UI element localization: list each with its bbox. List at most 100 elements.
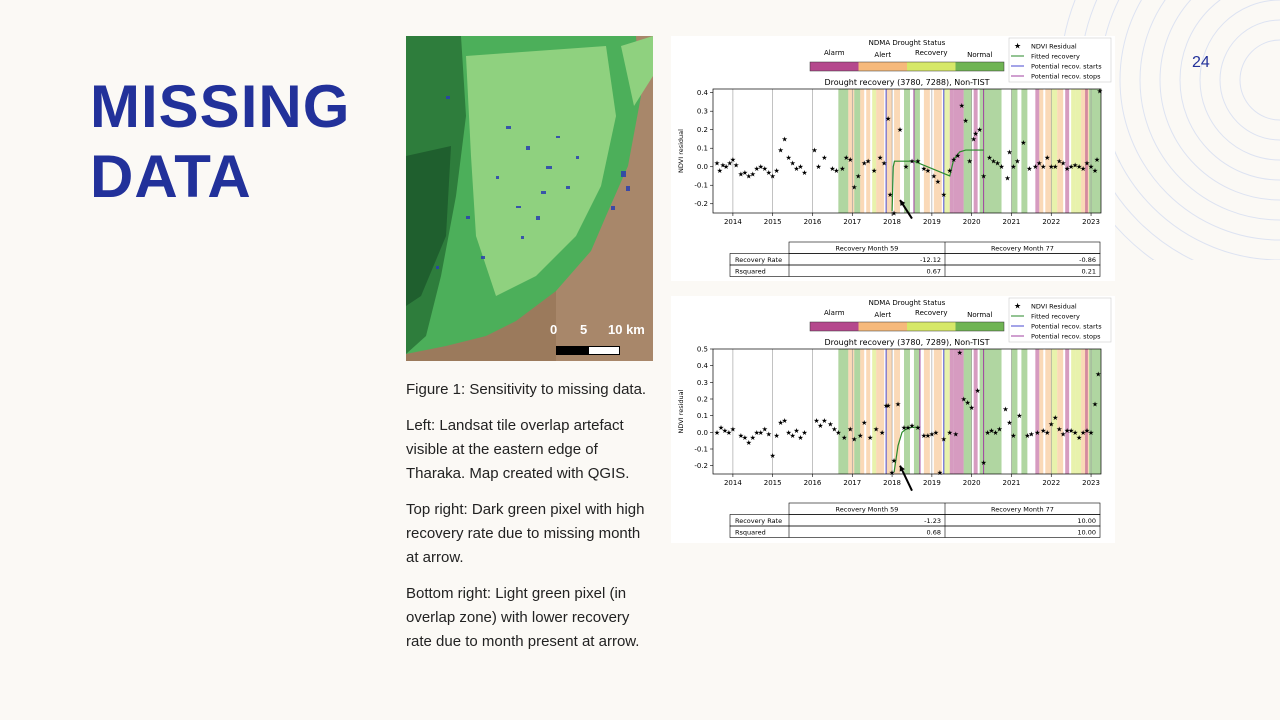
table-row [729,525,1101,538]
ndvi-point: ★ [891,457,897,465]
status-band [894,89,901,213]
x-tick-label: 2014 [724,479,742,487]
x-tick-label: 2015 [764,218,782,226]
legend-label-1: Fitted recovery [1031,313,1080,321]
ndvi-point: ★ [996,426,1002,434]
status-band [1021,349,1028,474]
y-tick-label: 0.4 [697,362,709,370]
ndvi-point: ★ [891,210,897,218]
ndvi-point: ★ [953,431,959,439]
y-tick-label: 0.4 [697,89,709,97]
ndvi-point: ★ [998,163,1004,171]
status-band [933,349,942,474]
ndvi-point: ★ [1020,139,1026,147]
chart-title: Drought recovery (3780, 7288), Non-TIST [824,78,989,87]
y-axis-label: NDVI residual [677,129,685,173]
table-cell: 0.21 [1082,268,1096,276]
ndvi-point: ★ [1006,419,1012,427]
y-tick-label: 0.2 [697,126,708,134]
legend-label-3: Potential recov. stops [1031,333,1101,341]
status-swatch-alert [858,322,907,331]
page-number: 24 [1192,54,1210,71]
ndvi-point: ★ [718,424,724,432]
ndvi-point: ★ [778,419,784,427]
fitted-recovery-line [893,426,920,473]
ndvi-point: ★ [733,161,739,169]
ndvi-point: ★ [925,167,931,175]
status-band [854,89,861,213]
ndvi-point: ★ [1088,163,1094,171]
ndvi-point: ★ [833,167,839,175]
x-tick-label: 2016 [804,479,822,487]
ndvi-point: ★ [785,429,791,437]
ndvi-point: ★ [1048,421,1054,429]
table-cell: -12.12 [920,256,941,264]
status-band [1035,349,1040,474]
legend-label-3: Potential recov. stops [1031,73,1101,81]
ndvi-point: ★ [797,163,803,171]
table-row [729,514,1101,527]
ndvi-point: ★ [957,349,963,357]
x-tick-label: 2021 [1003,218,1021,226]
ndvi-point: ★ [781,135,787,143]
ndvi-point: ★ [831,426,837,434]
ndvi-point: ★ [1094,156,1100,164]
x-tick-label: 2020 [963,218,981,226]
status-band [913,89,920,213]
ndvi-point: ★ [879,429,885,437]
ndvi-point: ★ [1056,158,1062,166]
ndvi-point: ★ [1040,163,1046,171]
y-tick-label: 0.1 [697,412,708,420]
arrow-head [899,465,905,472]
ndvi-point: ★ [925,432,931,440]
ndvi-point: ★ [1080,429,1086,437]
chart-title: Drought recovery (3780, 7289), Non-TIST [824,338,989,347]
chart-panel-bottom: NDMA Drought Status Alarm Alert Recovery Nor… [671,296,1115,543]
table-row-label: Recovery Rate [735,256,782,264]
ndvi-point: ★ [714,429,720,437]
ndvi-point: ★ [1072,429,1078,437]
x-tick-label: 2020 [963,479,981,487]
ndvi-point: ★ [801,169,807,177]
status-band [1085,89,1088,213]
ndvi-point: ★ [817,422,823,430]
ndvi-point: ★ [774,432,780,440]
ndvi-point: ★ [905,424,911,432]
x-tick-label: 2019 [923,218,941,226]
ndvi-point: ★ [929,431,935,439]
ndvi-point: ★ [1064,165,1070,173]
status-band [933,89,942,213]
scale-bar-black [556,346,590,355]
ndvi-point: ★ [1080,165,1086,173]
status-band [886,89,893,213]
ndvi-point: ★ [1095,371,1101,379]
ndvi-point: ★ [766,431,772,439]
ndvi-point: ★ [984,429,990,437]
ndvi-point: ★ [867,434,873,442]
status-band [866,89,871,213]
y-tick-label: 0.2 [697,396,708,404]
fitted-recovery-line [891,149,984,212]
table-row [729,253,1101,266]
ndvi-point: ★ [720,161,726,169]
ndvi-point: ★ [722,427,728,435]
caption-bottom-right: Bottom right: Light green pixel (in over… [406,585,640,650]
status-band [876,89,885,213]
ndvi-point: ★ [1002,406,1008,414]
ndvi-point: ★ [986,154,992,162]
status-band [848,89,855,213]
ndvi-point: ★ [971,135,977,143]
ndvi-point: ★ [941,191,947,199]
ndvi-point: ★ [965,399,971,407]
ndvi-point: ★ [1034,429,1040,437]
ndvi-point: ★ [742,434,748,442]
y-tick-label: -0.2 [694,462,708,470]
x-tick-label: 2021 [1003,479,1021,487]
status-band [1089,89,1101,213]
status-band [963,89,972,213]
x-tick-label: 2016 [804,218,822,226]
ndvi-point: ★ [1052,163,1058,171]
status-band [1071,89,1076,213]
ndvi-point: ★ [758,429,764,437]
ndvi-point: ★ [821,154,827,162]
